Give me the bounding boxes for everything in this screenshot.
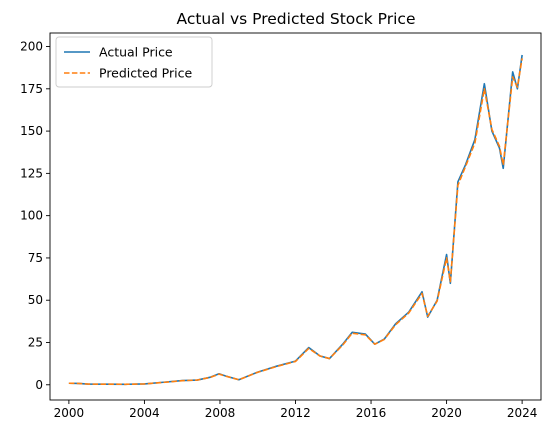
chart-title: Actual vs Predicted Stock Price [177,10,416,28]
y-tick-label: 125 [20,166,43,180]
y-tick-label: 175 [20,82,43,96]
x-tick-label: 2020 [431,406,462,420]
y-tick-label: 100 [20,209,43,223]
series-line-predicted [68,58,523,386]
x-tick-label: 2016 [356,406,387,420]
x-tick-label: 2008 [205,406,236,420]
axes: 2000 2004 2008 2012 2016 2020 2024 0 25 50 75 100 12… [20,32,542,420]
series-lines [68,54,523,386]
y-tick-label: 75 [28,251,43,265]
series-line-actual [68,54,523,386]
x-tick-label: 2000 [54,406,85,420]
y-tick-label: 200 [20,40,43,54]
legend-label-predicted: Predicted Price [99,66,192,81]
plot-frame [49,32,542,401]
x-tick-label: 2024 [507,406,538,420]
y-tick-label: 50 [28,293,43,307]
legend-box [55,36,213,88]
y-tick-label: 25 [28,335,43,349]
y-tick-label: 0 [35,378,43,392]
legend-label-actual: Actual Price [99,45,173,60]
x-tick-label: 2004 [129,406,160,420]
y-tick-label: 150 [20,124,43,138]
legend: Actual Price Predicted Price [55,36,213,88]
x-tick-label: 2012 [280,406,311,420]
